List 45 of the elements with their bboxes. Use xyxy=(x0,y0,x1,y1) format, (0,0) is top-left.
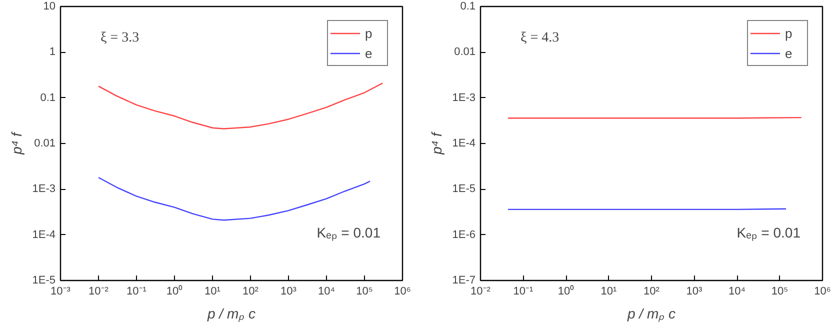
y-tick-label: 1E-7 xyxy=(452,274,476,286)
x-tick-label: 10⁻¹ xyxy=(126,286,147,298)
x-tick-label: 10⁶ xyxy=(394,286,411,298)
x-tick-label: 10⁴ xyxy=(318,286,336,298)
y-tick-label: 0.01 xyxy=(454,46,476,58)
legend-label: e xyxy=(785,46,794,60)
y-tick-label: 1 xyxy=(49,46,56,58)
y-tick-label: 1E-3 xyxy=(32,183,56,196)
y-tick-label: 1E-3 xyxy=(452,92,476,104)
x-axis-title: p / mₚ c xyxy=(626,306,676,322)
legend-label: p xyxy=(365,26,374,40)
x-tick-label: 10⁵ xyxy=(771,286,788,298)
x-tick-label: 10² xyxy=(242,286,259,298)
y-tick-label: 1E-4 xyxy=(32,228,56,241)
x-tick-label: 10⁰ xyxy=(166,284,183,298)
x-tick-label: 10⁻² xyxy=(88,286,109,298)
x-axis-title: p / mₚ c xyxy=(206,306,256,322)
legend-label: p xyxy=(785,26,794,40)
x-tick-label: 10¹ xyxy=(204,286,221,298)
x-tick-label: 10² xyxy=(644,286,660,298)
y-tick-label: 1E-5 xyxy=(32,274,56,286)
annotation: ξ = 4.3 xyxy=(520,30,560,46)
x-tick-label: 10⁶ xyxy=(814,286,831,298)
y-tick-label: 1E-5 xyxy=(452,183,476,196)
y-tick-label: 0.01 xyxy=(34,138,56,150)
y-tick-label: 0.1 xyxy=(460,0,476,12)
y-axis-title: p⁴ f xyxy=(8,130,24,156)
annotation: Kₑₚ = 0.01 xyxy=(316,224,381,242)
x-tick-label: 10⁻¹ xyxy=(513,286,534,298)
x-tick-label: 10⁰ xyxy=(558,284,574,298)
y-tick-label: 1E-6 xyxy=(452,228,476,241)
y-tick-label: 1E-4 xyxy=(452,138,476,150)
y-tick-label: 10 xyxy=(43,0,56,12)
x-tick-label: 10³ xyxy=(686,286,703,298)
x-tick-label: 10⁴ xyxy=(728,286,746,298)
y-axis-title: p⁴ f xyxy=(428,130,444,156)
x-tick-label: 10¹ xyxy=(600,286,618,298)
x-tick-label: 10⁵ xyxy=(356,286,373,298)
y-tick-label: 0.1 xyxy=(40,92,56,104)
legend-label: e xyxy=(365,46,374,60)
annotation: Kₑₚ = 0.01 xyxy=(736,224,801,242)
x-tick-label: 10⁻³ xyxy=(50,286,71,298)
x-tick-label: 10⁻² xyxy=(470,286,491,298)
annotation: ξ = 3.3 xyxy=(100,30,140,46)
x-tick-label: 10³ xyxy=(280,286,297,298)
